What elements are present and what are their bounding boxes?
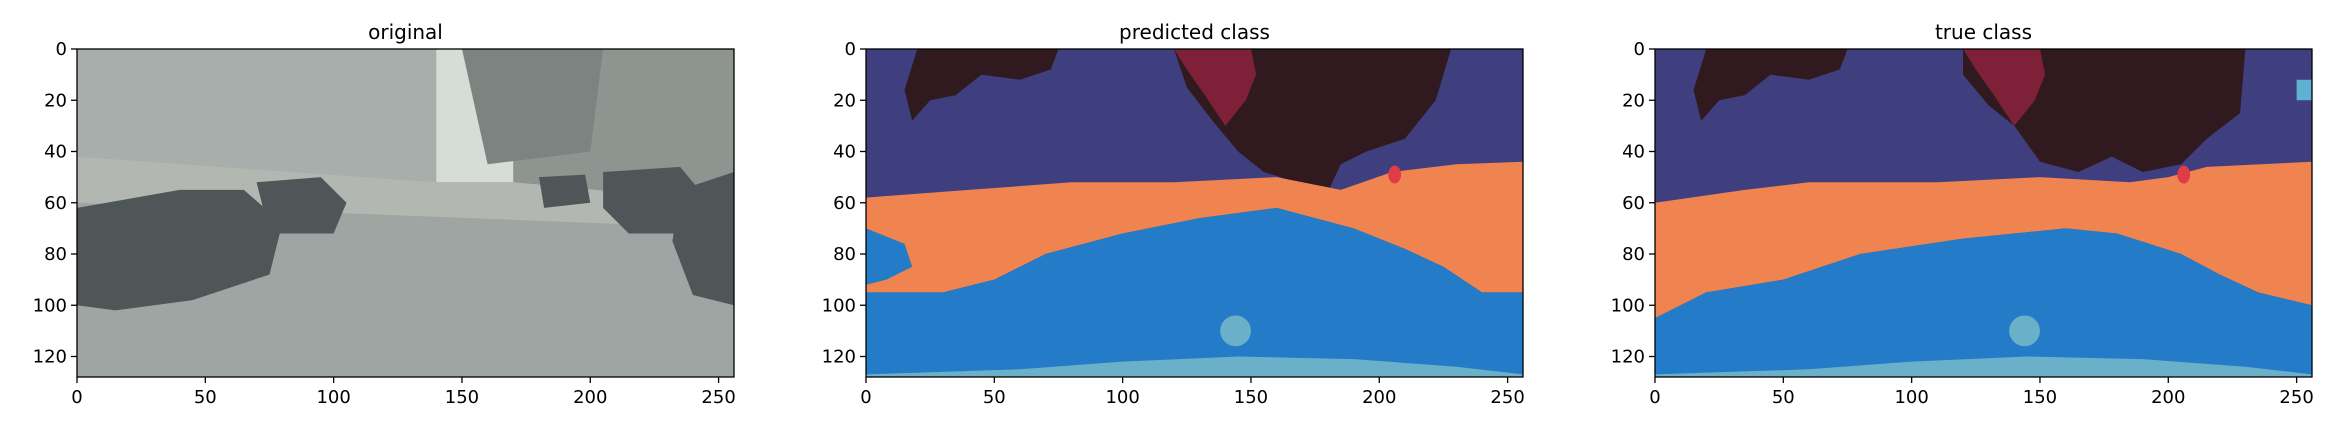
y-tick-label: 20 xyxy=(1622,90,1645,111)
y-tick-label: 0 xyxy=(845,39,856,60)
panel-1: predicted class 0 50 100 150 200 250 0 20 40 60 80 1… xyxy=(822,20,1525,408)
panel-image xyxy=(866,49,1523,377)
panel-title: true class xyxy=(1935,20,2032,44)
panel-image xyxy=(1655,49,2312,377)
y-tick-label: 40 xyxy=(833,142,856,163)
x-tick-label: 100 xyxy=(1894,387,1928,408)
photo-building-left xyxy=(77,49,437,183)
x-tick-label: 250 xyxy=(1490,387,1524,408)
x-tick-label: 200 xyxy=(1362,387,1396,408)
x-tick-label: 150 xyxy=(445,387,479,408)
axes-frame xyxy=(76,48,735,378)
x-tick-label: 250 xyxy=(701,387,735,408)
x-tick-label: 200 xyxy=(2151,387,2185,408)
x-tick-label: 0 xyxy=(860,387,871,408)
axes-frame xyxy=(1654,48,2313,378)
person-blob xyxy=(1220,315,1251,347)
vegetation-region-left xyxy=(1693,49,1848,121)
x-tick-label: 0 xyxy=(71,387,82,408)
y-tick-label: 100 xyxy=(1611,295,1645,316)
x-tick-label: 0 xyxy=(1649,387,1660,408)
photo-car-right-2 xyxy=(672,172,734,306)
x-tick-label: 150 xyxy=(1234,387,1268,408)
person-mark xyxy=(1388,165,1402,184)
sidewalk-region xyxy=(866,356,1523,377)
y-tick-label: 60 xyxy=(833,193,856,214)
panel-title: predicted class xyxy=(1119,20,1270,44)
x-tick-label: 50 xyxy=(1772,387,1795,408)
photo-trees xyxy=(462,49,604,165)
vehicle-region xyxy=(866,161,1523,293)
photo-car-right-3 xyxy=(539,174,591,208)
sidewalk-region xyxy=(1655,356,2312,377)
y-tick-label: 20 xyxy=(833,90,856,111)
y-tick-label: 100 xyxy=(822,295,856,316)
y-tick-label: 60 xyxy=(44,193,67,214)
x-tick-label: 100 xyxy=(1105,387,1139,408)
sign-region xyxy=(2296,79,2312,101)
x-tick-label: 100 xyxy=(316,387,350,408)
x-tick-label: 200 xyxy=(573,387,607,408)
photo-car-left xyxy=(77,189,283,311)
sky-region xyxy=(1963,49,2046,126)
y-tick-label: 40 xyxy=(44,142,67,163)
sky-region xyxy=(1174,49,1257,126)
panel-image xyxy=(77,49,734,377)
person-blob xyxy=(2009,315,2040,347)
road-region xyxy=(1655,228,2312,377)
y-tick-label: 0 xyxy=(56,39,67,60)
y-tick-label: 120 xyxy=(822,347,856,368)
y-tick-label: 40 xyxy=(1622,142,1645,163)
y-tick-label: 100 xyxy=(33,295,67,316)
y-tick-label: 80 xyxy=(1622,244,1645,265)
vegetation-region-left xyxy=(904,49,1059,121)
photo-car-left-2 xyxy=(256,177,347,234)
x-tick-label: 50 xyxy=(983,387,1006,408)
vehicle-region xyxy=(1655,161,2312,319)
panel-title: original xyxy=(368,20,443,44)
y-tick-label: 0 xyxy=(1634,39,1645,60)
x-tick-label: 150 xyxy=(2023,387,2057,408)
x-tick-label: 50 xyxy=(194,387,217,408)
y-tick-label: 60 xyxy=(1622,193,1645,214)
y-tick-label: 20 xyxy=(44,90,67,111)
photo-sidewalk xyxy=(77,156,734,229)
road-region-left xyxy=(866,228,913,285)
y-tick-label: 80 xyxy=(44,244,67,265)
y-tick-label: 120 xyxy=(1611,347,1645,368)
axes-frame xyxy=(865,48,1524,378)
x-tick-label: 250 xyxy=(2279,387,2313,408)
y-tick-label: 120 xyxy=(33,347,67,368)
person-mark xyxy=(2177,165,2191,184)
y-tick-label: 80 xyxy=(833,244,856,265)
panel-0: original 0 50 100 150 200 250 0 20 40 60 80 100 120 xyxy=(33,20,736,408)
panel-2: true class 0 50 100 150 200 250 0 20 40 60 80 100 120 xyxy=(1611,20,2314,408)
road-region xyxy=(866,207,1523,377)
